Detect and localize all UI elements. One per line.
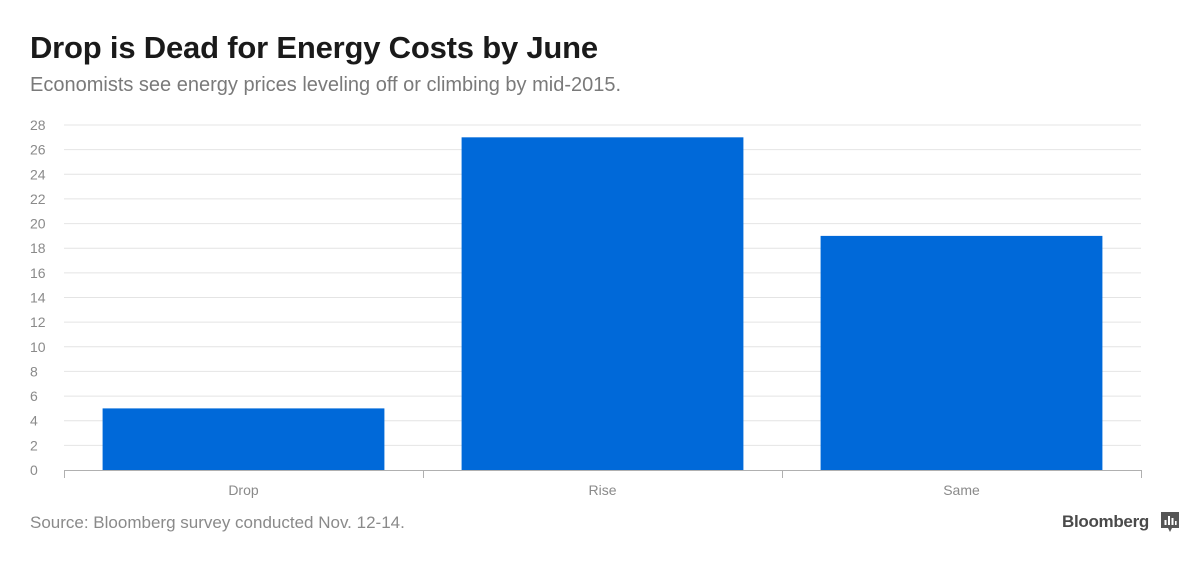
chart-subtitle: Economists see energy prices leveling of… [30, 74, 622, 96]
x-category-label: Same [943, 482, 980, 498]
y-tick-label: 8 [30, 363, 38, 379]
y-tick-label: 14 [30, 290, 46, 306]
brand-name: Bloomberg [1061, 512, 1149, 531]
x-axis-category-labels: Drop Rise Same [228, 482, 980, 498]
y-tick-label: 22 [30, 191, 46, 207]
bar-same [820, 235, 1103, 470]
chart-title: Drop is Dead for Energy Costs by June [30, 30, 598, 65]
y-tick-label: 0 [30, 462, 38, 478]
y-tick-label: 2 [30, 437, 38, 453]
y-tick-label: 18 [30, 240, 46, 256]
y-tick-label: 12 [30, 314, 46, 330]
bars [102, 137, 1103, 471]
x-category-label: Drop [228, 482, 259, 498]
y-tick-label: 28 [30, 117, 46, 133]
source-note: Source: Bloomberg survey conducted Nov. … [30, 513, 405, 532]
y-tick-label: 10 [30, 339, 46, 355]
bar-chart-icon [1161, 512, 1179, 532]
y-tick-label: 24 [30, 166, 46, 182]
brand-logo: Bloomberg [1062, 510, 1181, 534]
bar-drop [102, 408, 385, 470]
y-tick-label: 16 [30, 265, 46, 281]
y-tick-label: 20 [30, 216, 46, 232]
y-tick-label: 4 [30, 413, 38, 429]
y-tick-label: 26 [30, 142, 46, 158]
x-category-label: Rise [588, 482, 616, 498]
y-tick-label: 6 [30, 388, 38, 404]
bar-rise [461, 137, 744, 471]
x-axis [64, 470, 1142, 478]
